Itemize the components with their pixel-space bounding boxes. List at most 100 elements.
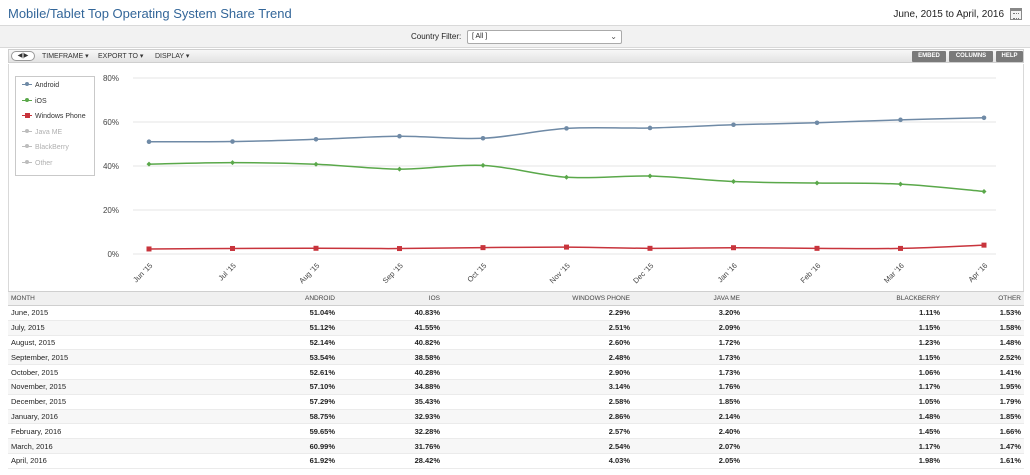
value-cell: 2.86% xyxy=(443,409,633,425)
data-point-android xyxy=(731,122,736,128)
x-tick-label: Nov '15 xyxy=(548,261,572,285)
data-point-windows-phone xyxy=(898,245,903,251)
value-cell: 1.15% xyxy=(743,320,943,336)
table-row: December, 2015 57.29% 35.43% 2.58% 1.85% 1.05… xyxy=(8,394,1024,410)
month-cell: September, 2015 xyxy=(8,349,208,366)
value-cell: 2.07% xyxy=(633,438,743,454)
value-cell: 2.52% xyxy=(943,349,1024,366)
x-tick-label: Mar '16 xyxy=(882,261,906,285)
value-cell: 1.66% xyxy=(943,423,1024,440)
data-point-windows-phone xyxy=(397,246,402,252)
x-tick-label: Apr '16 xyxy=(966,261,989,284)
display-menu[interactable]: DISPLAY ▾ xyxy=(155,53,190,60)
legend-item-windows-phone[interactable]: Windows Phone xyxy=(22,112,86,124)
data-point-ios xyxy=(146,161,152,167)
value-cell: 38.58% xyxy=(338,349,443,366)
column-header[interactable]: OTHER xyxy=(943,291,1024,306)
data-point-android xyxy=(230,139,235,144)
value-cell: 1.41% xyxy=(943,364,1024,380)
value-cell: 2.40% xyxy=(633,423,743,440)
legend-label: Android xyxy=(35,81,60,89)
legend-item-other[interactable]: Other xyxy=(22,159,53,171)
legend-label: Windows Phone xyxy=(35,112,86,120)
table-row: January, 2016 58.75% 32.93% 2.86% 2.14% 1.48%… xyxy=(8,409,1024,425)
chart-legend: Android iOS Windows Phone Java ME BlackBerry… xyxy=(15,76,95,176)
data-point-ios xyxy=(647,173,653,179)
column-header[interactable]: JAVA ME xyxy=(633,291,743,306)
column-header[interactable]: ANDROID xyxy=(208,291,338,306)
value-cell: 2.05% xyxy=(633,453,743,469)
country-filter-label: Country Filter: xyxy=(411,32,462,41)
legend-label: Other xyxy=(35,159,53,167)
value-cell: 1.85% xyxy=(633,394,743,410)
data-point-windows-phone xyxy=(647,245,653,251)
legend-marker-icon xyxy=(22,112,32,120)
column-header[interactable]: IOS xyxy=(338,291,443,306)
value-cell: 1.45% xyxy=(743,423,943,440)
nav-arrows-button[interactable]: ◀|▶ xyxy=(11,51,35,61)
table-row: September, 2015 53.54% 38.58% 2.48% 1.73% 1.1… xyxy=(8,349,1024,366)
country-filter-select[interactable]: [ All ] ⌄ xyxy=(467,30,622,44)
data-point-android xyxy=(814,120,820,126)
legend-label: BlackBerry xyxy=(35,143,69,151)
export-menu[interactable]: EXPORT TO ▾ xyxy=(98,53,144,60)
column-header[interactable]: WINDOWS PHONE xyxy=(443,291,633,306)
country-filter-value: [ All ] xyxy=(472,33,488,40)
month-cell: January, 2016 xyxy=(8,409,208,425)
value-cell: 1.53% xyxy=(943,305,1024,321)
legend-item-blackberry[interactable]: BlackBerry xyxy=(22,143,69,155)
value-cell: 2.90% xyxy=(443,364,633,380)
x-tick-label: Feb '16 xyxy=(799,261,823,285)
legend-marker-icon xyxy=(22,97,32,105)
value-cell: 1.17% xyxy=(743,379,943,395)
table-row: August, 2015 52.14% 40.82% 2.60% 1.72% 1.23% 1… xyxy=(8,335,1024,351)
data-point-windows-phone xyxy=(981,242,987,248)
legend-item-ios[interactable]: iOS xyxy=(22,97,47,109)
data-point-android xyxy=(981,115,987,121)
month-cell: April, 2016 xyxy=(8,453,208,469)
data-point-ios xyxy=(230,160,235,166)
line-chart: 0% 20% 40% 60% 80% Jun '15 Jul '15 Aug '15 Sep '… xyxy=(103,74,996,285)
data-point-windows-phone xyxy=(313,245,319,251)
chart-area: 0% 20% 40% 60% 80% Jun '15 Jul '15 Aug '15 Sep '… xyxy=(8,64,1024,291)
value-cell: 52.14% xyxy=(208,335,338,351)
value-cell: 1.73% xyxy=(633,349,743,366)
column-header[interactable]: MONTH xyxy=(8,291,208,306)
title-bar: Mobile/Tablet Top Operating System Share… xyxy=(0,0,1030,26)
value-cell: 32.28% xyxy=(338,423,443,440)
data-point-android xyxy=(146,139,152,145)
timeframe-menu[interactable]: TIMEFRAME ▾ xyxy=(42,53,89,60)
column-header[interactable]: BLACKBERRY xyxy=(743,291,943,306)
value-cell: 52.61% xyxy=(208,364,338,380)
month-cell: November, 2015 xyxy=(8,379,208,395)
columns-button[interactable]: COLUMNS xyxy=(949,51,993,62)
value-cell: 1.95% xyxy=(943,379,1024,395)
legend-item-android[interactable]: Android xyxy=(22,81,59,93)
x-tick-label: Sep '15 xyxy=(381,261,405,285)
value-cell: 40.82% xyxy=(338,335,443,351)
data-point-ios xyxy=(564,174,569,180)
embed-button[interactable]: EMBED xyxy=(912,51,946,62)
legend-marker-icon xyxy=(22,81,32,89)
calendar-icon[interactable] xyxy=(1010,8,1022,20)
page-title: Mobile/Tablet Top Operating System Share… xyxy=(8,6,292,21)
value-cell: 1.23% xyxy=(743,335,943,351)
data-table: MONTH ANDROID IOS WINDOWS PHONE JAVA ME BLACK… xyxy=(8,291,1024,469)
help-button[interactable]: HELP xyxy=(996,51,1023,62)
value-cell: 2.09% xyxy=(633,320,743,336)
value-cell: 2.58% xyxy=(443,394,633,410)
value-cell: 2.54% xyxy=(443,438,633,454)
data-point-ios xyxy=(981,188,987,194)
table-row: February, 2016 59.65% 32.28% 2.57% 2.40% 1.45… xyxy=(8,423,1024,440)
value-cell: 1.15% xyxy=(743,349,943,366)
data-point-ios xyxy=(731,179,736,185)
date-range: June, 2015 to April, 2016 xyxy=(893,9,1004,20)
value-cell: 4.03% xyxy=(443,453,633,469)
legend-item-java-me[interactable]: Java ME xyxy=(22,128,62,140)
legend-marker-icon xyxy=(22,128,32,136)
value-cell: 1.61% xyxy=(943,453,1024,469)
data-point-android xyxy=(313,136,319,142)
legend-label: iOS xyxy=(35,97,47,105)
month-cell: June, 2015 xyxy=(8,305,208,321)
table-row: July, 2015 51.12% 41.55% 2.51% 2.09% 1.15% 1.5… xyxy=(8,320,1024,336)
